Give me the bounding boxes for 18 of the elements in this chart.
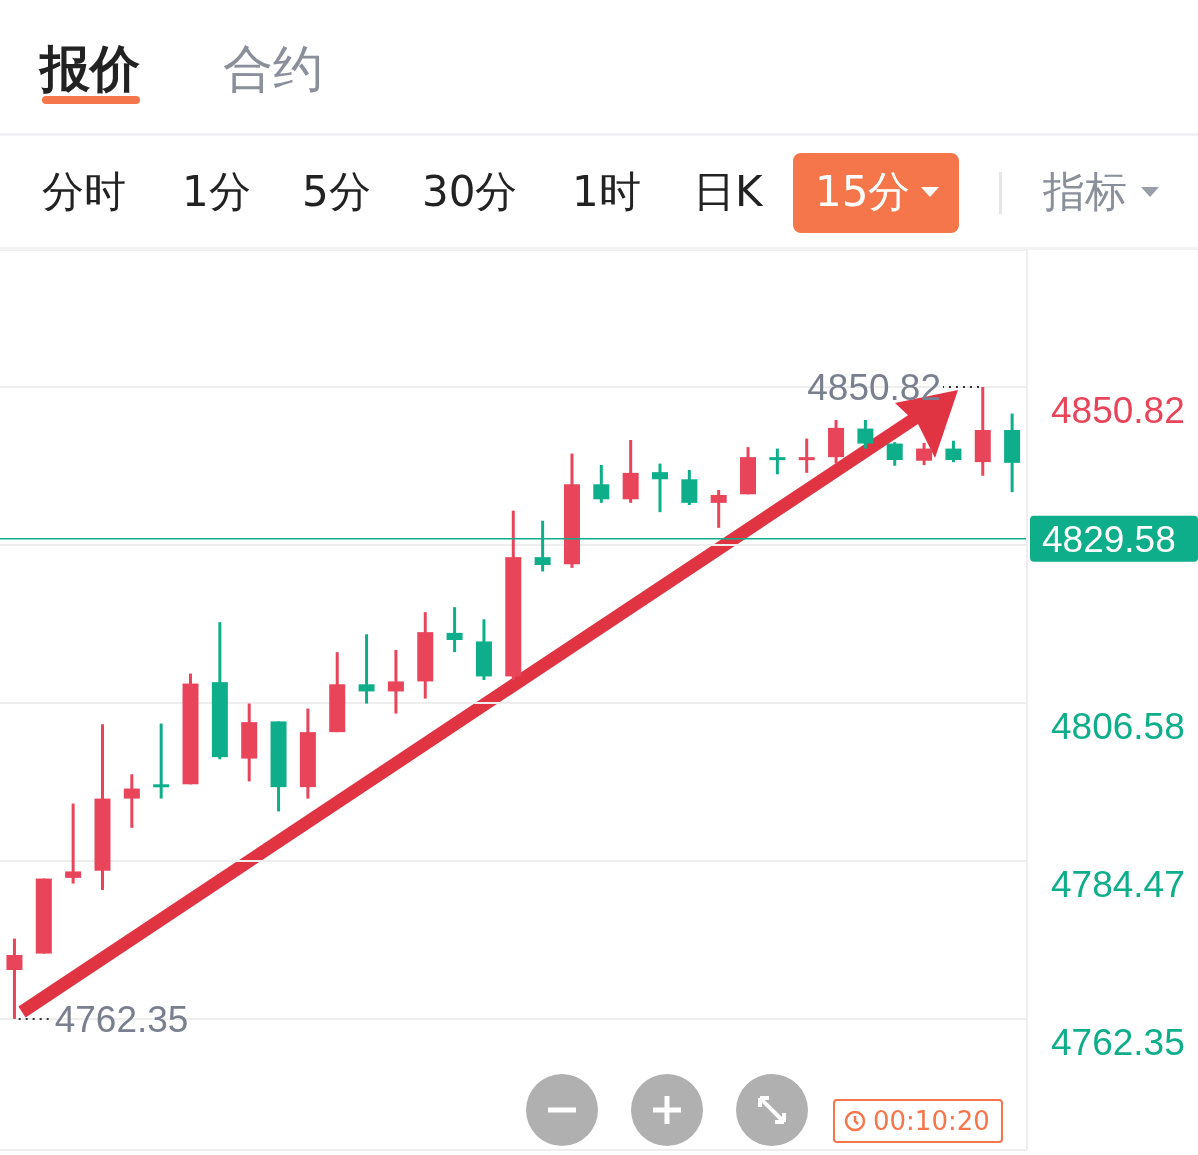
text: 指标 [1043,166,1127,218]
annotation: 00:10:20 [873,1106,990,1136]
text: 15分 [815,166,911,218]
text: 30分 [422,166,518,218]
text: 日K [693,166,763,218]
text: 分时 [42,166,126,218]
text: 1分 [182,166,251,218]
y-tick-label: 4850.82 [1051,389,1185,431]
text: 1时 [572,166,641,218]
ref-line-label: 4829.58 [1042,518,1176,560]
annotation: 4762.35 [54,998,189,1040]
y-tick-label: 4762.35 [1051,1021,1185,1063]
text: 5分 [302,166,371,218]
annotation: 4850.82 [807,366,941,408]
y-tick-label: 4806.58 [1051,705,1185,747]
text: 合约 [223,39,323,100]
y-tick-label: 4784.47 [1051,863,1185,905]
text: 报价 [40,39,140,100]
